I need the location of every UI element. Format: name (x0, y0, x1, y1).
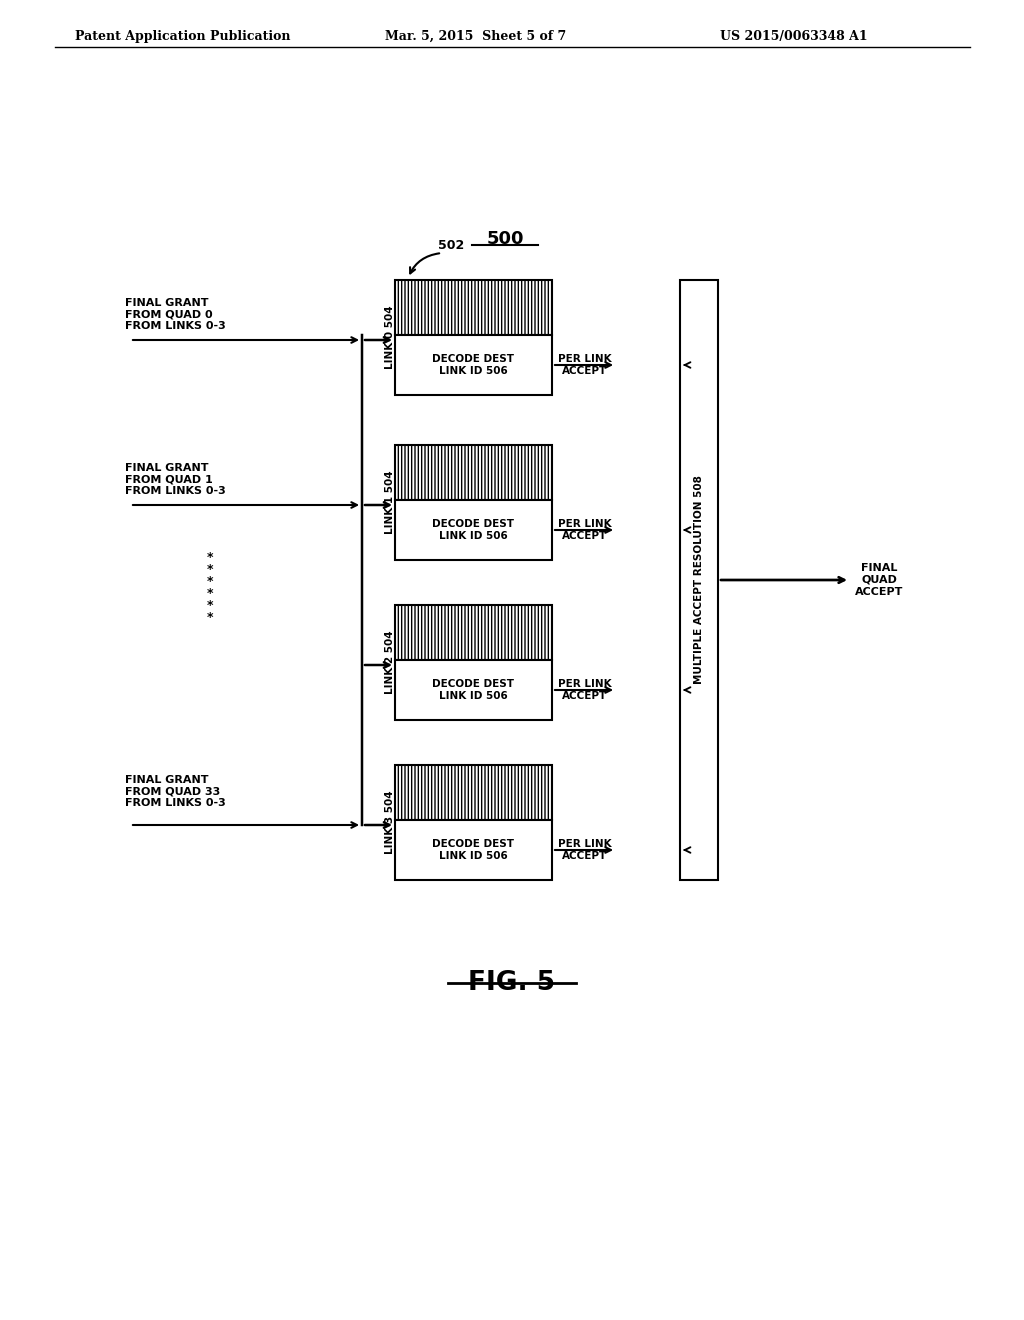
Bar (395, 500, 552, 560)
Text: *: * (207, 611, 213, 624)
Bar (395, 605, 552, 660)
Text: FINAL GRANT
FROM QUAD 0
FROM LINKS 0-3: FINAL GRANT FROM QUAD 0 FROM LINKS 0-3 (125, 298, 225, 331)
Bar (395, 335, 552, 395)
Text: LINK 2 504: LINK 2 504 (385, 631, 395, 694)
Text: PER LINK
ACCEPT: PER LINK ACCEPT (558, 354, 611, 376)
Text: PER LINK
ACCEPT: PER LINK ACCEPT (558, 840, 611, 861)
Text: PER LINK
ACCEPT: PER LINK ACCEPT (558, 519, 611, 541)
Text: MULTIPLE ACCEPT RESOLUTION 508: MULTIPLE ACCEPT RESOLUTION 508 (694, 475, 705, 685)
Text: LINK 1 504: LINK 1 504 (385, 471, 395, 535)
Text: 502: 502 (438, 239, 464, 252)
Text: LINK 0 504: LINK 0 504 (385, 306, 395, 370)
Bar (395, 445, 552, 500)
Text: Mar. 5, 2015  Sheet 5 of 7: Mar. 5, 2015 Sheet 5 of 7 (385, 30, 566, 44)
Bar (395, 766, 552, 820)
Text: 500: 500 (486, 230, 523, 248)
Text: *: * (207, 587, 213, 601)
Text: DECODE DEST
LINK ID 506: DECODE DEST LINK ID 506 (432, 840, 514, 861)
Text: DECODE DEST
LINK ID 506: DECODE DEST LINK ID 506 (432, 519, 514, 541)
Text: FINAL GRANT
FROM QUAD 1
FROM LINKS 0-3: FINAL GRANT FROM QUAD 1 FROM LINKS 0-3 (125, 463, 225, 496)
Bar (395, 280, 552, 335)
Text: FINAL GRANT
FROM QUAD 33
FROM LINKS 0-3: FINAL GRANT FROM QUAD 33 FROM LINKS 0-3 (125, 775, 225, 808)
Text: DECODE DEST
LINK ID 506: DECODE DEST LINK ID 506 (432, 680, 514, 701)
Text: US 2015/0063348 A1: US 2015/0063348 A1 (720, 30, 867, 44)
Bar (395, 660, 552, 719)
Bar (680, 280, 718, 880)
Text: *: * (207, 552, 213, 565)
Text: DECODE DEST
LINK ID 506: DECODE DEST LINK ID 506 (432, 354, 514, 376)
Text: PER LINK
ACCEPT: PER LINK ACCEPT (558, 680, 611, 701)
Text: *: * (207, 599, 213, 612)
Text: *: * (207, 564, 213, 577)
Text: FINAL
QUAD
ACCEPT: FINAL QUAD ACCEPT (855, 564, 903, 597)
Text: Patent Application Publication: Patent Application Publication (75, 30, 291, 44)
Text: FIG. 5: FIG. 5 (468, 970, 556, 997)
Bar (395, 820, 552, 880)
Text: *: * (207, 576, 213, 589)
Text: LINK 3 504: LINK 3 504 (385, 791, 395, 854)
